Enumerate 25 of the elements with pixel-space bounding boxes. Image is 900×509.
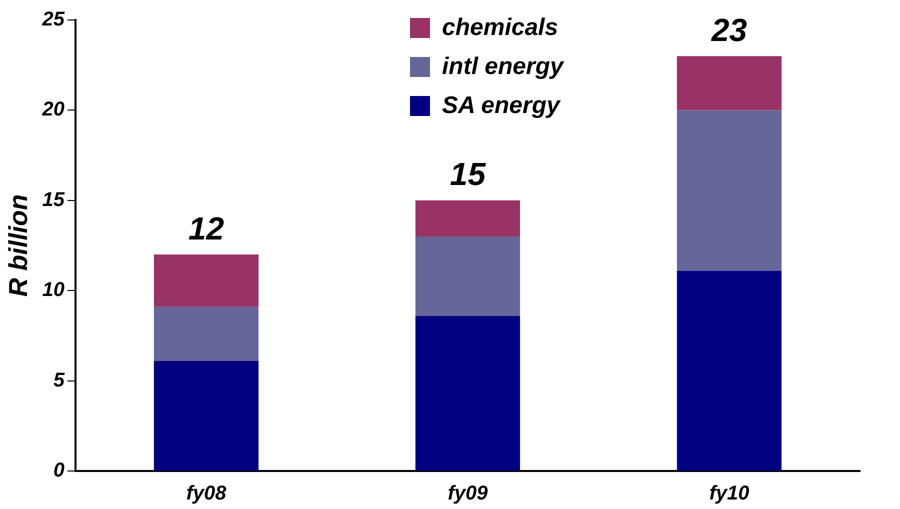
total-label: 12 (188, 210, 224, 246)
bar (415, 200, 520, 236)
y-tick-label: 5 (53, 369, 66, 392)
bar (415, 236, 520, 316)
y-tick-label: 10 (42, 279, 64, 302)
legend-label: chemicals (442, 14, 558, 42)
bar (154, 360, 259, 470)
y-tick-label: 15 (42, 188, 66, 211)
y-axis-title: R billion (2, 194, 33, 297)
x-tick-label: fy08 (186, 482, 228, 505)
x-tick-label: fy09 (448, 482, 489, 505)
legend-label: intl energy (442, 52, 564, 80)
bar (415, 316, 520, 470)
y-tick-label: 0 (53, 460, 64, 482)
total-label: 23 (710, 12, 748, 48)
y-tick-label: 25 (41, 8, 66, 31)
x-tick-label: fy10 (709, 482, 750, 505)
y-tick-label: 20 (41, 98, 64, 121)
legend-label: SA energy (442, 92, 560, 120)
bar (154, 254, 259, 307)
bar (676, 270, 782, 470)
bar (154, 306, 259, 361)
total-label: 15 (450, 156, 487, 192)
bar (676, 56, 782, 110)
bar (676, 110, 782, 271)
